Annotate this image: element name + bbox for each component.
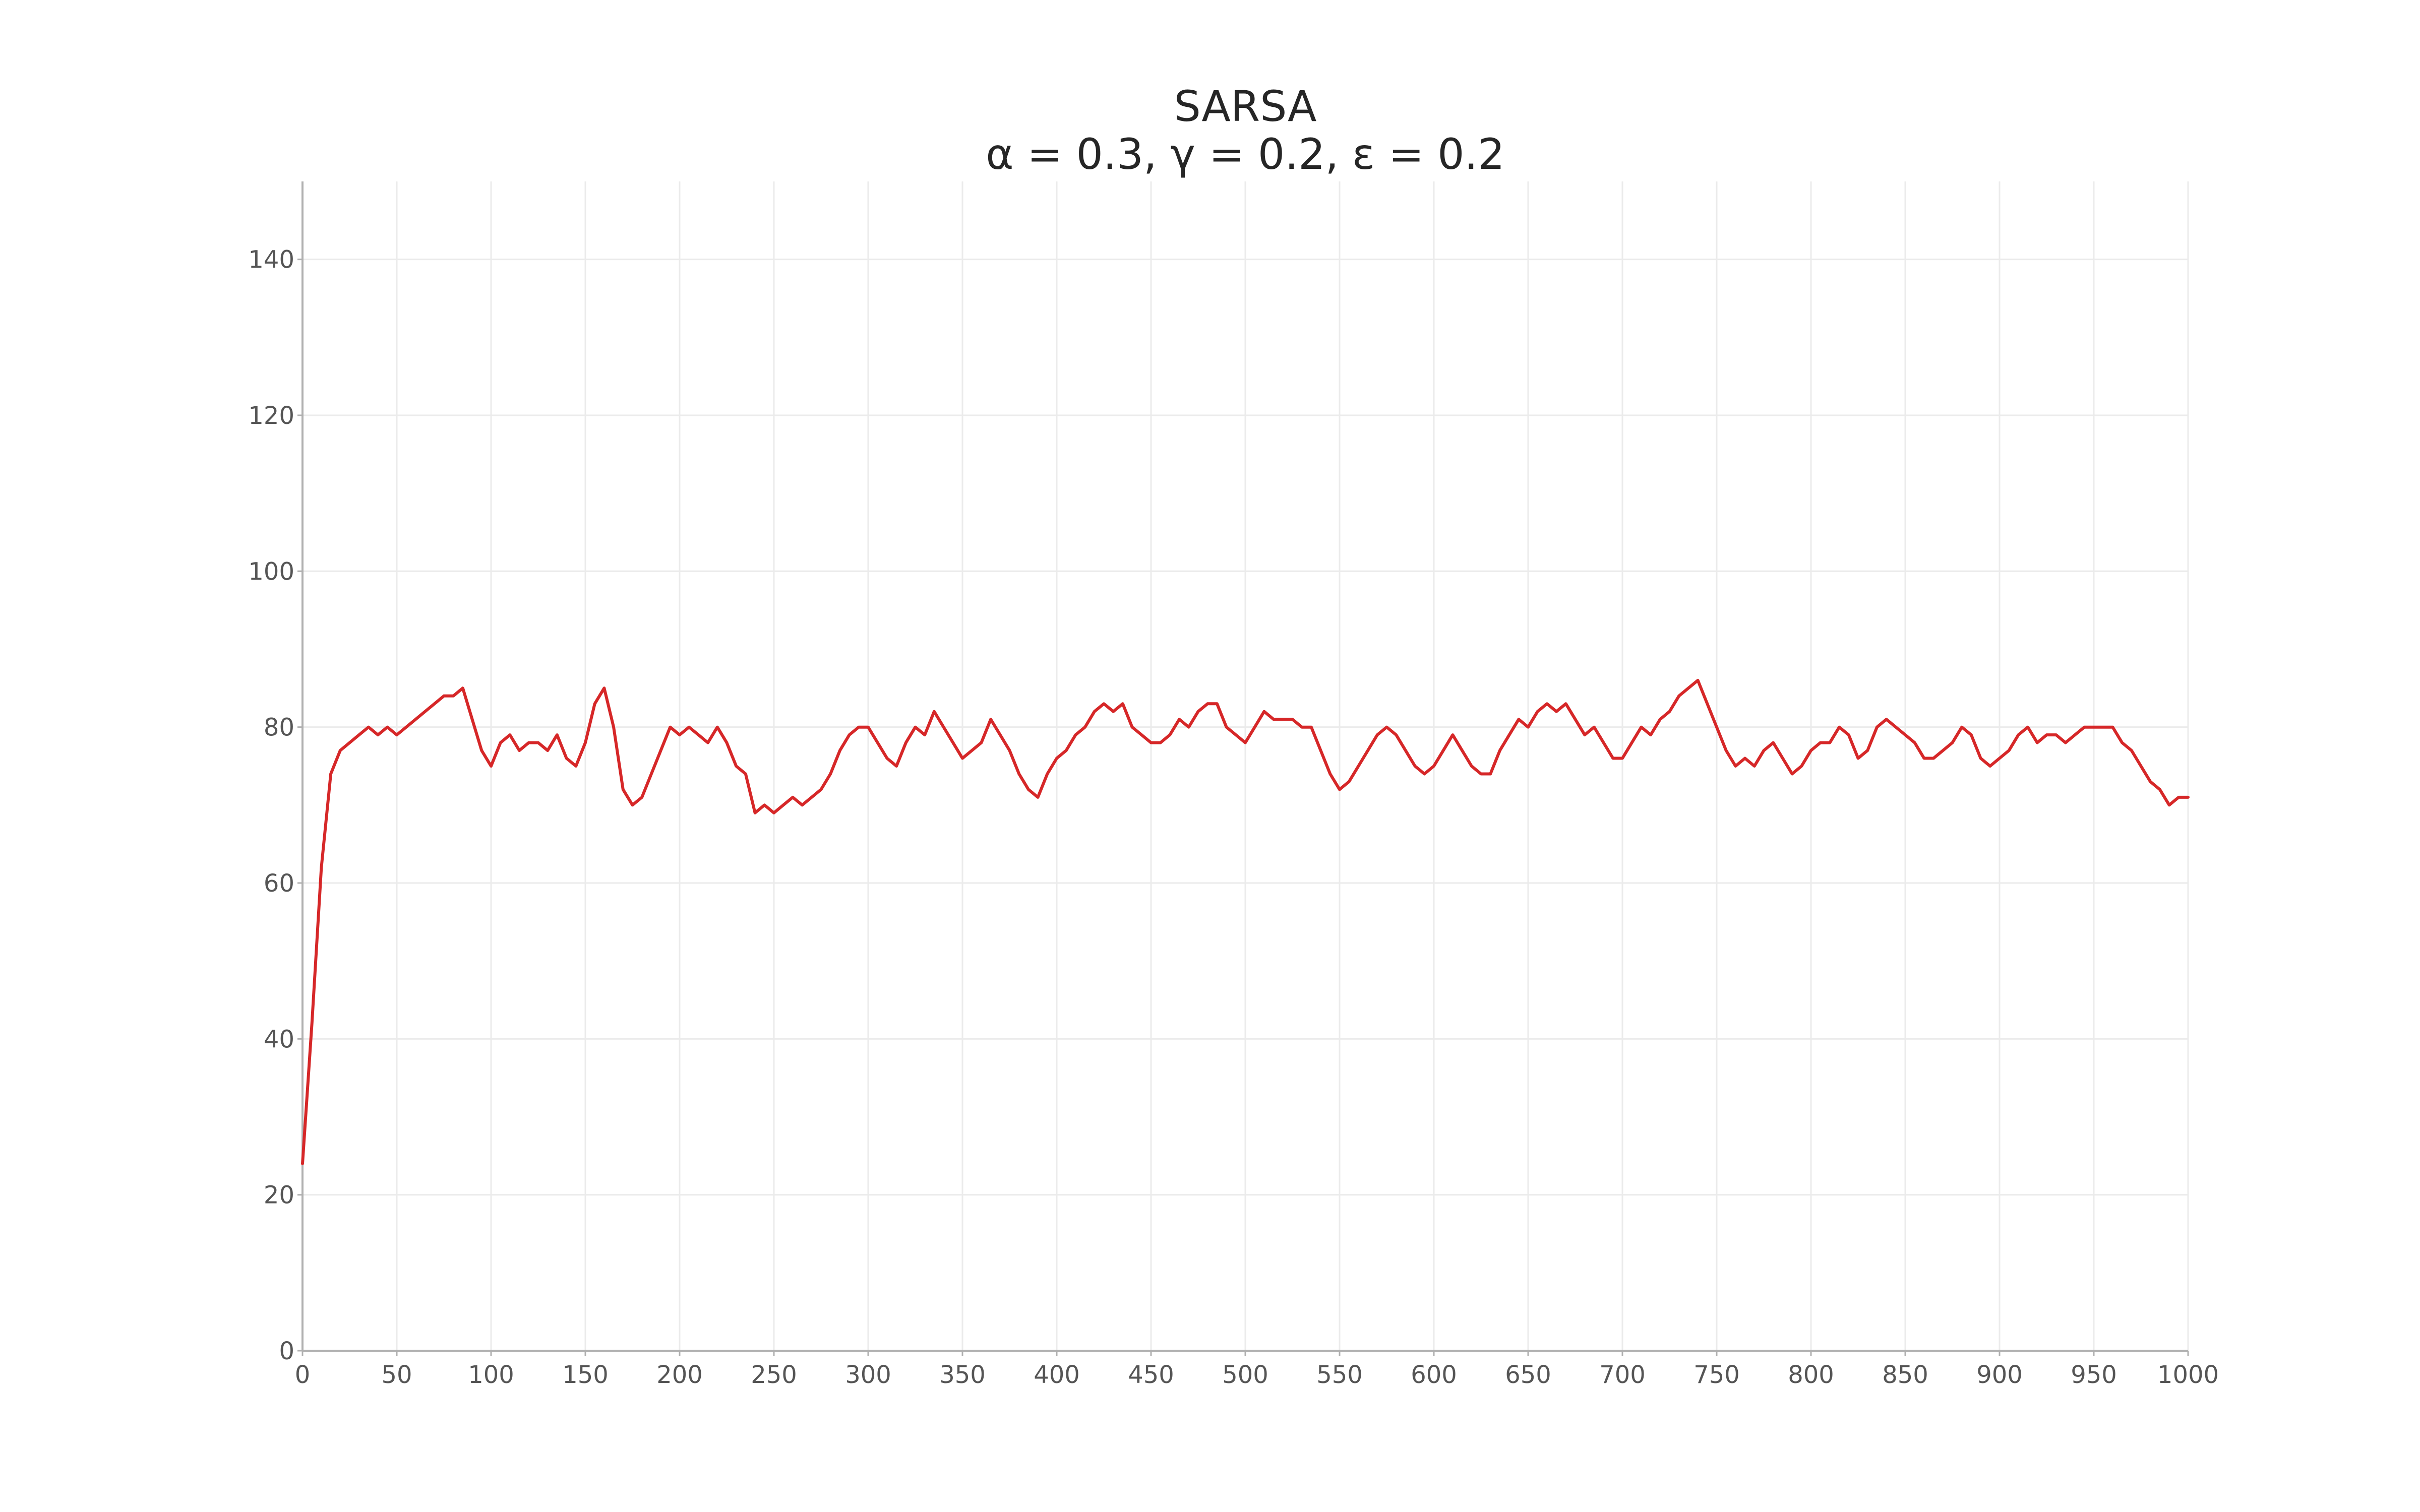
y-tick-label: 0 <box>279 1337 294 1365</box>
x-tick-label: 0 <box>295 1361 311 1389</box>
y-tick-label: 20 <box>264 1181 294 1210</box>
x-tick-label: 950 <box>2071 1361 2117 1389</box>
y-tick-label: 120 <box>248 402 294 430</box>
x-tick-label: 700 <box>1599 1361 1646 1389</box>
series-line <box>301 678 2190 1165</box>
x-tick-label: 600 <box>1411 1361 1457 1389</box>
x-tick-label: 650 <box>1505 1361 1551 1389</box>
y-tick-label: 100 <box>248 557 294 586</box>
x-tick-label: 300 <box>845 1361 891 1389</box>
chart-title: SARSA <box>1174 82 1316 131</box>
y-tick-label: 60 <box>264 869 294 898</box>
series-group <box>301 678 2190 1165</box>
x-tick-label: 350 <box>939 1361 986 1389</box>
x-tick-label: 500 <box>1222 1361 1268 1389</box>
x-tick-label: 550 <box>1316 1361 1363 1389</box>
x-tick-label: 400 <box>1034 1361 1080 1389</box>
ticks: 0 50 100 150 200 250 300 350 400 450 500 550 600 650 7… <box>248 246 2219 1389</box>
x-tick-label: 750 <box>1693 1361 1740 1389</box>
x-tick-label: 200 <box>656 1361 703 1389</box>
x-tick-label: 150 <box>562 1361 609 1389</box>
x-tick-label: 50 <box>381 1361 412 1389</box>
x-tick-label: 100 <box>468 1361 514 1389</box>
x-tick-label: 850 <box>1882 1361 1928 1389</box>
y-tick-label: 80 <box>264 714 294 742</box>
chart-subtitle: α = 0.3, γ = 0.2, ε = 0.2 <box>986 130 1504 179</box>
grid <box>301 181 2189 1352</box>
x-tick-label: 800 <box>1788 1361 1834 1389</box>
x-tick-label: 250 <box>751 1361 797 1389</box>
x-tick-label: 1000 <box>2157 1361 2219 1389</box>
y-tick-label: 40 <box>264 1025 294 1053</box>
x-tick-label: 450 <box>1128 1361 1174 1389</box>
y-tick-label: 140 <box>248 246 294 274</box>
x-tick-label: 900 <box>1976 1361 2023 1389</box>
